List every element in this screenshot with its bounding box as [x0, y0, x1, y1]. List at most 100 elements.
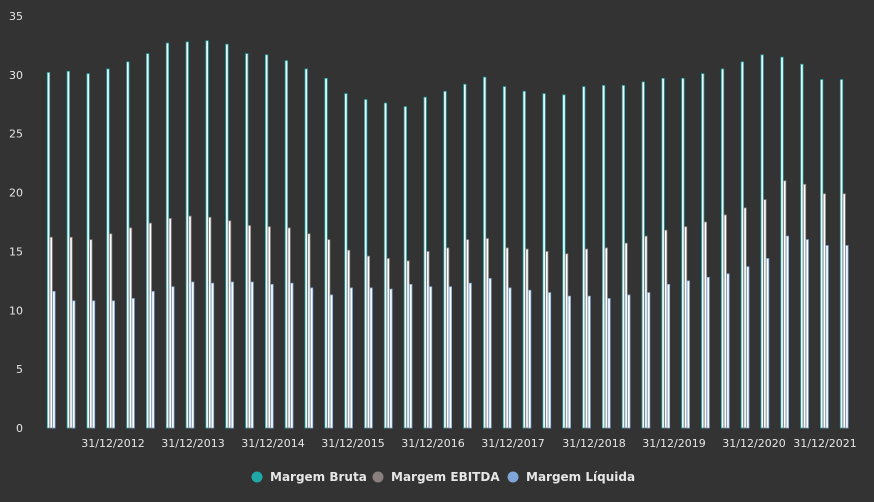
bar-margem-l-quida [468, 282, 472, 429]
bar-margem-bruta [126, 61, 130, 429]
bar-margem-l-quida [825, 245, 829, 429]
bar-margem-l-quida [329, 294, 334, 429]
legend[interactable]: Margem Bruta Margem EBITDA Margem Líquida [251, 470, 636, 484]
bar-margem-l-quida [528, 289, 532, 429]
bar-margem-ebitda [565, 253, 569, 429]
bar-margem-l-quida [131, 298, 135, 429]
bar-margem-ebitda [307, 233, 311, 429]
bar-margem-l-quida [250, 281, 254, 429]
x-axis: 31/12/2012 31/12/2013 31/12/2014 31/12/2015… [81, 437, 856, 450]
bar-margem-ebitda [584, 248, 589, 429]
bar-margem-l-quida [389, 288, 393, 429]
bar-margem-bruta [284, 60, 289, 429]
bar-margem-l-quida [587, 295, 591, 429]
bar-margem-l-quida [488, 278, 492, 429]
bar-margem-l-quida [726, 273, 730, 429]
bar-margem-ebitda [545, 251, 549, 429]
x-tick-label: 31/12/2016 [401, 437, 464, 450]
bar-margem-bruta [720, 68, 725, 429]
bar-margem-ebitda [465, 239, 470, 429]
bar-margem-l-quida [171, 286, 175, 429]
bar-margem-ebitda [842, 193, 846, 429]
y-tick-label: 5 [16, 363, 23, 376]
bar-margem-l-quida [448, 286, 453, 429]
bar-margem-bruta [106, 68, 110, 429]
bar-margem-ebitda [446, 247, 450, 429]
bar-margem-l-quida [409, 283, 413, 429]
x-tick-label: 31/12/2015 [321, 437, 384, 450]
x-tick-label: 31/12/2017 [481, 437, 544, 450]
y-tick-label: 35 [9, 10, 23, 23]
bar-margem-ebitda [168, 218, 172, 429]
legend-marker [507, 471, 519, 483]
bar-margem-l-quida [845, 245, 849, 429]
y-tick-label: 0 [16, 422, 23, 435]
bar-margem-ebitda [188, 215, 192, 429]
bar-margem-bruta [205, 40, 209, 429]
bar-margem-bruta [324, 77, 328, 429]
bar-margem-l-quida [349, 287, 353, 429]
bar-margem-l-quida [310, 287, 314, 429]
bar-margem-l-quida [805, 239, 809, 429]
legend-item[interactable]: Margem Líquida [507, 470, 636, 484]
bar-margem-bruta [245, 53, 249, 429]
bar-margem-bruta [621, 85, 626, 429]
bar-margem-l-quida [428, 286, 433, 429]
bar-margem-bruta [760, 54, 764, 429]
bar-margem-ebitda [49, 236, 53, 429]
bar-margem-bruta [443, 90, 447, 429]
bar-margem-ebitda [89, 239, 93, 429]
bar-margem-ebitda [287, 227, 291, 429]
bar-margem-ebitda [208, 216, 212, 429]
bar-margem-ebitda [525, 248, 529, 429]
bar-margem-bruta [701, 73, 705, 429]
legend-label: Margem EBITDA [391, 470, 500, 484]
x-tick-label: 31/12/2020 [722, 437, 785, 450]
bar-margem-l-quida [785, 235, 790, 429]
bar-margem-ebitda [783, 180, 787, 429]
bar-margem-ebitda [802, 183, 807, 429]
bar-margem-ebitda [406, 260, 410, 429]
bar-margem-ebitda [426, 251, 430, 429]
bar-margem-ebitda [128, 227, 133, 429]
bar-margem-bruta [344, 93, 348, 429]
bar-margem-l-quida [111, 300, 115, 429]
bar-margem-bruta [403, 106, 407, 429]
bar-margem-l-quida [686, 280, 690, 429]
legend-label: Margem Bruta [270, 470, 367, 484]
bar-margem-bruta [780, 56, 784, 429]
y-tick-label: 20 [9, 187, 23, 200]
bar-margem-bruta [800, 63, 804, 429]
bar-margem-ebitda [327, 239, 331, 429]
y-axis: 0 5 10 15 20 25 30 35 [9, 10, 23, 435]
bar-margem-bruta [641, 81, 645, 429]
bar-margem-ebitda [644, 235, 648, 429]
y-tick-label: 10 [9, 304, 23, 317]
y-tick-label: 30 [9, 69, 23, 82]
bar-margem-ebitda [763, 199, 767, 429]
bar-margem-bruta [46, 72, 51, 429]
bar-margem-l-quida [191, 281, 195, 429]
bar-margem-ebitda [346, 249, 351, 429]
bar-margem-ebitda [109, 233, 113, 429]
bar-margem-bruta [522, 90, 526, 429]
bar-margem-l-quida [210, 282, 215, 429]
legend-item[interactable]: Margem EBITDA [372, 470, 501, 484]
bar-margem-l-quida [666, 283, 671, 429]
bar-margem-ebitda [69, 236, 73, 429]
legend-marker [372, 471, 384, 483]
bar-margem-l-quida [508, 287, 512, 429]
bar-margem-bruta [146, 53, 150, 429]
x-tick-label: 31/12/2019 [642, 437, 705, 450]
bar-margem-bruta [562, 94, 566, 429]
bar-margem-l-quida [230, 281, 234, 429]
bar-margem-l-quida [270, 283, 274, 429]
bar-margem-ebitda [664, 229, 668, 429]
legend-item[interactable]: Margem Bruta [251, 470, 367, 484]
bar-margem-bruta [602, 85, 606, 429]
bar-margem-bruta [165, 42, 170, 429]
bar-margem-bruta [185, 41, 189, 429]
bar-margem-bruta [542, 93, 546, 429]
